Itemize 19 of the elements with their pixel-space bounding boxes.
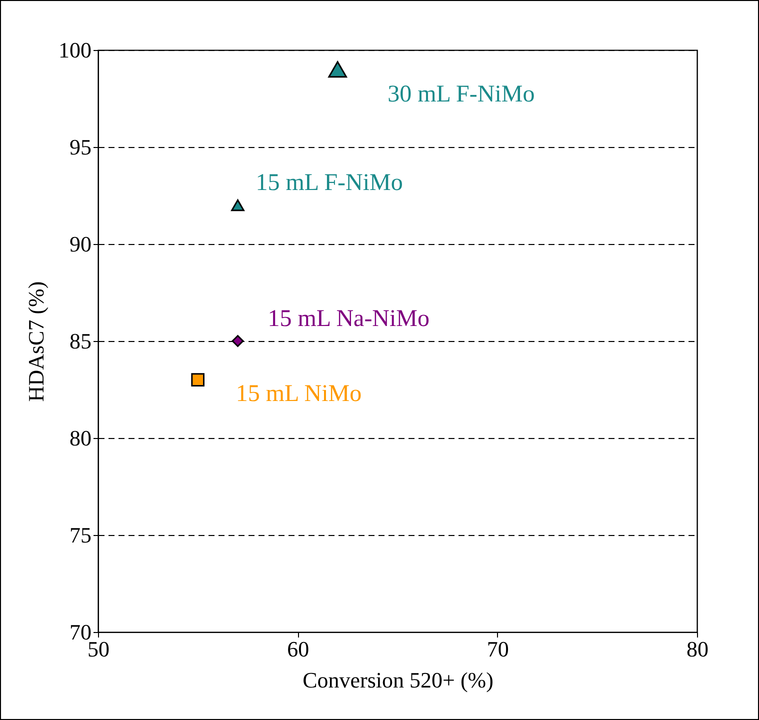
x-tick-label: 70	[486, 636, 509, 662]
point	[328, 61, 348, 78]
y-tick-label: 75	[70, 522, 92, 548]
x-axis-title: Conversion 520+ (%)	[302, 668, 494, 692]
y-tick-label: 85	[70, 328, 92, 354]
x-tick-label: 80	[686, 636, 708, 662]
series-label: 15 mL NiMo	[236, 380, 362, 407]
y-tick-label: 95	[70, 134, 92, 160]
y-tick-label: 90	[70, 232, 92, 256]
point	[232, 335, 244, 347]
y-tick-label: 80	[70, 426, 92, 450]
point	[191, 373, 204, 386]
y-axis-title: HDAsC7 (%)	[24, 281, 48, 402]
point	[231, 199, 244, 212]
series-label: 15 mL Na-NiMo	[268, 306, 430, 332]
y-tick-label: 100	[58, 38, 92, 62]
series-label: 30 mL F-NiMo	[388, 81, 535, 108]
x-tick-label: 60	[287, 636, 310, 662]
series-label: 15 mL F-NiMo	[256, 170, 403, 196]
